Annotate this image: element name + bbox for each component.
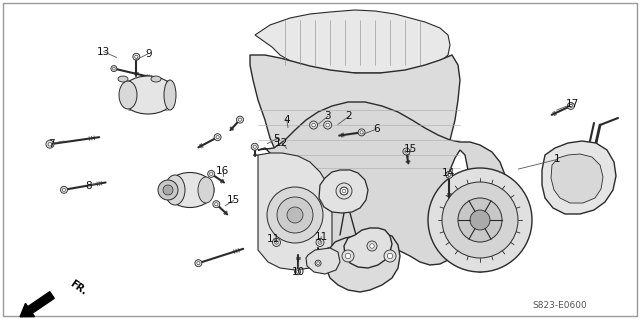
Ellipse shape (198, 177, 214, 203)
Circle shape (318, 241, 322, 244)
FancyArrow shape (20, 292, 54, 317)
Ellipse shape (119, 81, 137, 109)
Circle shape (216, 136, 219, 139)
Circle shape (253, 145, 256, 148)
Circle shape (340, 187, 348, 195)
Circle shape (326, 123, 330, 127)
Circle shape (294, 269, 301, 275)
Circle shape (346, 253, 351, 259)
Circle shape (135, 55, 138, 58)
Circle shape (48, 142, 52, 146)
Circle shape (358, 129, 365, 136)
Text: 15: 15 (404, 144, 417, 154)
Circle shape (384, 250, 396, 262)
Circle shape (287, 207, 303, 223)
Polygon shape (344, 228, 392, 268)
Text: 15: 15 (227, 195, 240, 205)
Circle shape (324, 121, 332, 129)
Circle shape (273, 238, 280, 247)
Polygon shape (542, 141, 616, 214)
Circle shape (113, 67, 115, 70)
Text: 12: 12 (275, 138, 288, 148)
Circle shape (239, 118, 241, 121)
Circle shape (296, 271, 299, 273)
Text: 17: 17 (566, 99, 579, 109)
Circle shape (316, 238, 324, 247)
Ellipse shape (164, 80, 176, 110)
Text: S823-E0600: S823-E0600 (532, 300, 588, 309)
Circle shape (315, 260, 321, 266)
Text: 9: 9 (145, 48, 152, 59)
Circle shape (63, 188, 65, 191)
Ellipse shape (166, 173, 214, 207)
Ellipse shape (118, 76, 128, 82)
Circle shape (214, 134, 221, 141)
Circle shape (370, 244, 374, 248)
Circle shape (237, 116, 243, 123)
Polygon shape (319, 170, 368, 213)
Circle shape (387, 253, 393, 259)
Ellipse shape (165, 175, 185, 205)
Circle shape (442, 182, 518, 258)
Text: 13: 13 (97, 47, 110, 57)
Polygon shape (326, 233, 400, 292)
Circle shape (252, 143, 258, 150)
Circle shape (210, 172, 212, 175)
Polygon shape (258, 102, 505, 272)
Polygon shape (258, 153, 332, 270)
Circle shape (342, 250, 354, 262)
Polygon shape (551, 154, 603, 203)
Text: 6: 6 (373, 124, 380, 134)
Text: 11: 11 (315, 232, 328, 242)
Polygon shape (255, 10, 450, 73)
Circle shape (46, 140, 54, 148)
Circle shape (342, 189, 346, 193)
Circle shape (405, 150, 408, 153)
Ellipse shape (151, 76, 161, 82)
Circle shape (163, 185, 173, 195)
Text: 8: 8 (85, 181, 92, 191)
Text: 2: 2 (346, 111, 352, 122)
Circle shape (470, 210, 490, 230)
Text: 5: 5 (273, 134, 280, 144)
Circle shape (213, 201, 220, 208)
Circle shape (360, 131, 363, 134)
Ellipse shape (120, 76, 175, 114)
Circle shape (267, 187, 323, 243)
Circle shape (367, 241, 377, 251)
Circle shape (158, 180, 178, 200)
Circle shape (312, 123, 316, 127)
Circle shape (428, 168, 532, 272)
Text: 14: 14 (442, 168, 454, 178)
Circle shape (336, 183, 352, 199)
Text: 3: 3 (324, 111, 331, 122)
Circle shape (275, 241, 278, 244)
Polygon shape (250, 55, 460, 206)
Circle shape (317, 262, 319, 264)
Circle shape (570, 104, 572, 108)
Circle shape (197, 262, 200, 265)
Text: 16: 16 (216, 166, 229, 176)
Circle shape (133, 53, 140, 60)
Text: 11: 11 (268, 234, 280, 244)
Circle shape (215, 203, 218, 206)
Circle shape (403, 148, 410, 155)
Circle shape (446, 171, 452, 178)
Circle shape (277, 197, 313, 233)
Circle shape (568, 102, 574, 109)
Text: 7: 7 (48, 138, 54, 149)
Circle shape (448, 173, 451, 176)
Circle shape (340, 187, 348, 195)
Text: 4: 4 (284, 115, 290, 125)
Text: 1: 1 (554, 154, 560, 165)
Circle shape (61, 186, 67, 193)
Circle shape (458, 198, 502, 242)
Text: 10: 10 (292, 267, 305, 277)
Circle shape (111, 66, 117, 71)
Polygon shape (306, 248, 340, 274)
Circle shape (208, 170, 214, 177)
Circle shape (195, 260, 202, 267)
Text: FR.: FR. (68, 279, 88, 297)
Circle shape (310, 121, 317, 129)
